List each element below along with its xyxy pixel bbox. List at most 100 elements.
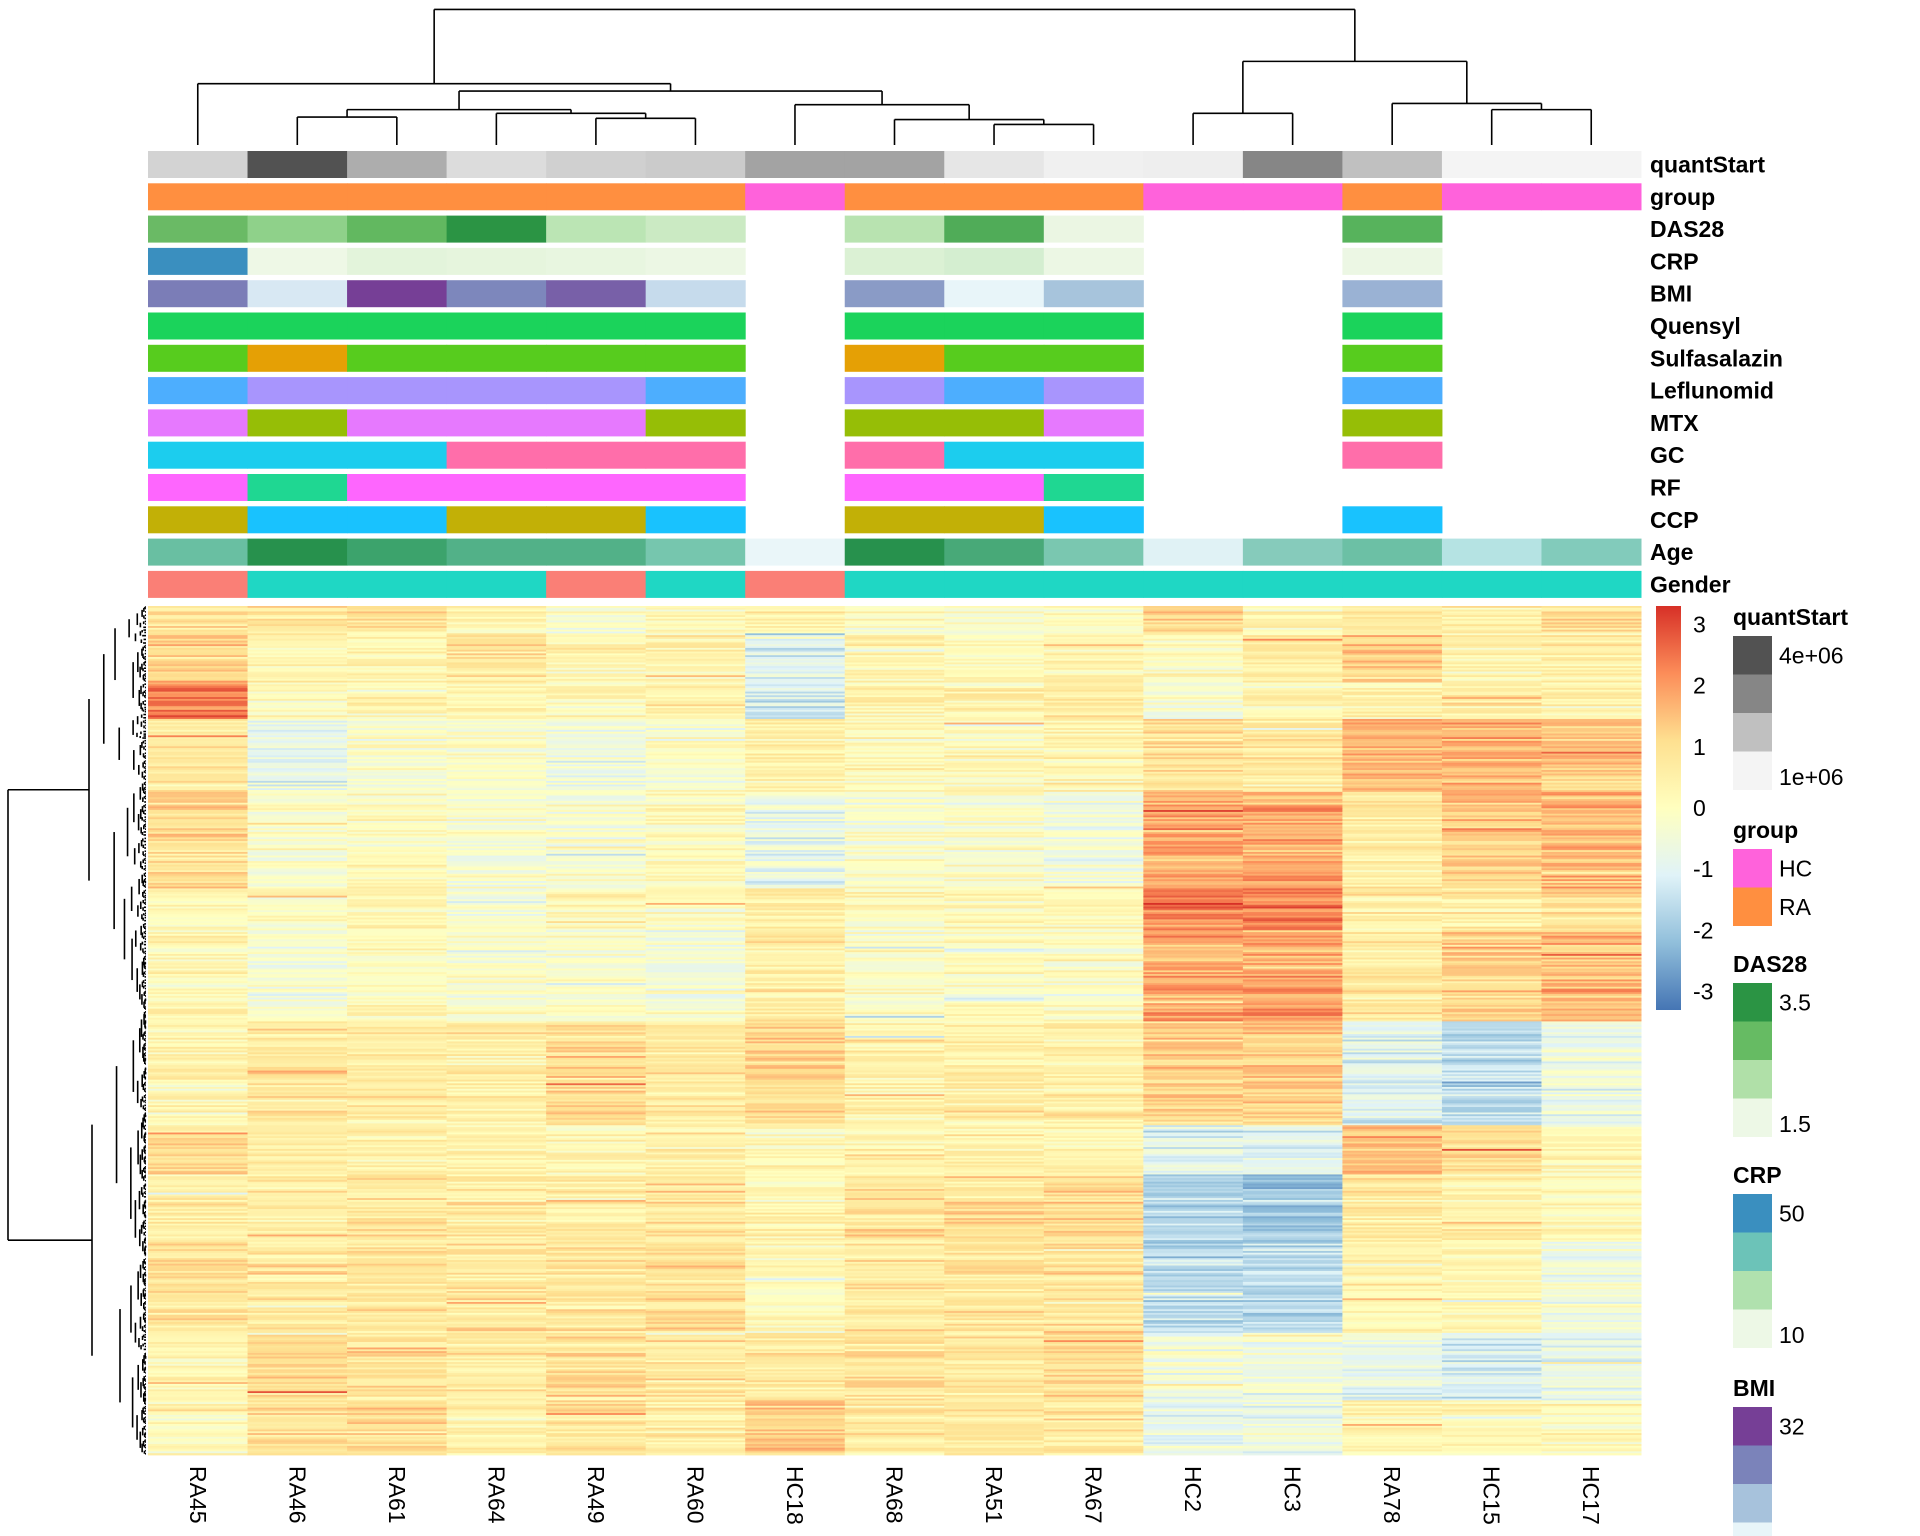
heatmap-cell (944, 613, 1045, 616)
heatmap-cell (1342, 884, 1443, 887)
heatmap-cell (745, 1097, 846, 1101)
heatmap-cell (446, 693, 547, 696)
heatmap-cell (1043, 990, 1144, 993)
heatmap-cell (1143, 928, 1244, 931)
annotation-cell-quantStart (1441, 151, 1542, 178)
heatmap-cell (546, 1026, 647, 1030)
heatmap-cell (1441, 1025, 1542, 1028)
heatmap-cell (645, 713, 746, 716)
heatmap-cell (546, 769, 647, 773)
heatmap-cell (1143, 689, 1244, 693)
heatmap-cell (1242, 917, 1343, 920)
heatmap-cell (1342, 1094, 1443, 1097)
heatmap-cell (546, 937, 647, 940)
heatmap-cell (1441, 904, 1542, 908)
heatmap-cell (1541, 930, 1642, 933)
heatmap-cell (247, 961, 348, 964)
heatmap-cell (844, 702, 945, 705)
heatmap-cell (148, 611, 249, 614)
heatmap-cell (1342, 704, 1443, 707)
annotation-cell-quantStart (546, 151, 647, 178)
heatmap-cell (944, 941, 1045, 944)
heatmap-cell (844, 908, 945, 911)
heatmap-cell (446, 764, 547, 767)
heatmap-cell (1441, 857, 1542, 860)
heatmap-cell (944, 977, 1045, 980)
heatmap-cell (944, 810, 1045, 813)
heatmap-cell (247, 948, 348, 951)
annotation-cell-BMI (944, 280, 1045, 308)
heatmap-cell (645, 848, 746, 851)
heatmap-cell (1441, 773, 1542, 776)
heatmap-cell (645, 702, 746, 705)
heatmap-cell (1043, 720, 1144, 724)
heatmap-cell (944, 817, 1045, 820)
heatmap-cell (944, 684, 1045, 687)
heatmap-cell (1441, 649, 1542, 652)
heatmap-cell (1342, 811, 1443, 815)
heatmap-cell (247, 791, 348, 795)
heatmap-cell (446, 871, 547, 875)
heatmap-cell (148, 737, 249, 740)
heatmap-cell (1143, 1004, 1244, 1008)
heatmap-cell (645, 826, 746, 829)
heatmap-cell (1242, 968, 1343, 971)
heatmap-cell (347, 1023, 448, 1026)
heatmap-cell (1143, 939, 1244, 942)
heatmap-cell (1441, 879, 1542, 882)
heatmap-cell (1242, 808, 1343, 811)
heatmap-cell (844, 786, 945, 789)
heatmap-cell (446, 791, 547, 795)
heatmap-cell (446, 950, 547, 953)
heatmap-cell (148, 1056, 249, 1059)
heatmap-cell (446, 975, 547, 979)
heatmap-cell (446, 1012, 547, 1015)
heatmap-cell (247, 910, 348, 913)
heatmap-cell (446, 1045, 547, 1048)
heatmap-cell (1242, 919, 1343, 922)
heatmap-cell (148, 884, 249, 887)
heatmap-cell (148, 1101, 249, 1104)
heatmap-cell (1441, 695, 1542, 698)
heatmap-cell (745, 882, 846, 886)
heatmap-cell (446, 686, 547, 689)
heatmap-cell (247, 677, 348, 680)
heatmap-cell (148, 855, 249, 858)
heatmap-cell (745, 651, 846, 654)
heatmap-cell (1342, 992, 1443, 995)
heatmap-cell (446, 912, 547, 915)
heatmap-cell (645, 930, 746, 933)
heatmap-cell (1143, 1012, 1244, 1015)
heatmap-cell (1342, 952, 1443, 955)
heatmap-cell (446, 881, 547, 884)
annotation-cell-CRP (347, 247, 448, 275)
heatmap-cell (844, 1097, 945, 1101)
heatmap-cell (546, 669, 647, 672)
heatmap-cell (446, 755, 547, 758)
heatmap-cell (1342, 888, 1443, 891)
heatmap-cell (645, 782, 746, 785)
heatmap-cell (1043, 897, 1144, 900)
heatmap-cell (745, 799, 846, 802)
heatmap-cell (148, 788, 249, 791)
heatmap-cell (1441, 1026, 1542, 1030)
heatmap-cell (645, 1010, 746, 1013)
heatmap-cell (1441, 919, 1542, 922)
heatmap-cell (347, 642, 448, 645)
heatmap-cell (1342, 899, 1443, 902)
heatmap-cell (1541, 746, 1642, 749)
heatmap-cell (148, 862, 249, 866)
heatmap-cell (1541, 1041, 1642, 1044)
heatmap-cell (1143, 644, 1244, 647)
heatmap-cell (844, 618, 945, 621)
heatmap-cell (645, 709, 746, 713)
heatmap-cell (645, 1072, 746, 1075)
heatmap-cell (745, 1008, 846, 1011)
heatmap-cell (1441, 957, 1542, 960)
heatmap-cell (944, 627, 1045, 631)
heatmap-cell (446, 649, 547, 652)
heatmap-cell (1541, 620, 1642, 623)
heatmap-cell (446, 864, 547, 867)
heatmap-cell (1441, 995, 1542, 999)
heatmap-cell (844, 768, 945, 771)
